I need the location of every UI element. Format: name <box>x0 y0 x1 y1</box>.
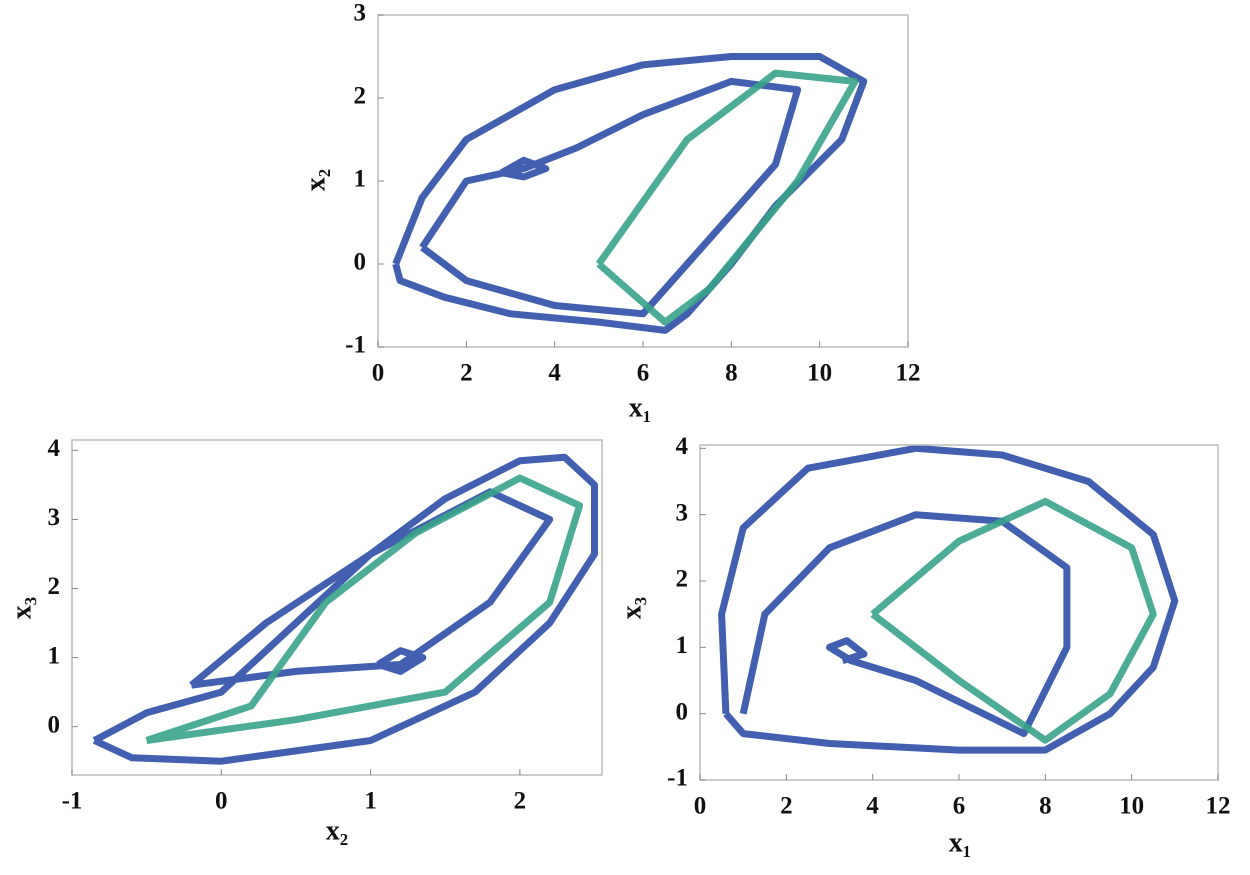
x-axis-label: x₁ <box>949 827 971 858</box>
trajectory <box>145 474 584 744</box>
x-tick-label: 1 <box>364 788 377 815</box>
y-tick-label: 0 <box>48 711 61 738</box>
y-axis-label: x₃ <box>6 597 37 619</box>
x-tick-label: 0 <box>215 788 228 815</box>
x-tick-label: 8 <box>1039 793 1052 820</box>
y-axis-label: x₃ <box>616 597 647 619</box>
y-tick-label: 4 <box>48 435 61 462</box>
y-tick-label: 2 <box>354 83 367 110</box>
y-tick-label: 1 <box>354 166 367 193</box>
trajectory <box>92 453 598 765</box>
trajectory <box>718 444 1179 754</box>
trajectory <box>392 53 868 334</box>
x-tick-label: 12 <box>1206 793 1231 820</box>
y-tick-label: 3 <box>48 504 61 531</box>
trajectory <box>595 69 859 326</box>
x-axis-label: x₂ <box>326 815 348 846</box>
y-tick-label: 2 <box>676 566 689 593</box>
x-tick-label: 2 <box>780 793 793 820</box>
x-tick-label: 6 <box>953 793 966 820</box>
x-tick-label: -1 <box>62 788 83 815</box>
x-tick-label: 0 <box>372 360 385 387</box>
x-axis-label: x₁ <box>629 392 651 423</box>
y-tick-label: 3 <box>676 499 689 526</box>
y-tick-label: 3 <box>354 0 367 27</box>
x-tick-label: 0 <box>694 793 707 820</box>
x-tick-label: 6 <box>637 360 650 387</box>
y-tick-label: -1 <box>345 332 366 359</box>
trajectory <box>870 497 1157 744</box>
y-tick-label: 0 <box>354 249 367 276</box>
y-tick-label: 1 <box>48 642 61 669</box>
y-tick-label: 0 <box>676 698 689 725</box>
plot-frame <box>71 439 603 776</box>
x-tick-label: 8 <box>725 360 738 387</box>
x-tick-label: 2 <box>460 360 473 387</box>
y-tick-label: -1 <box>667 765 688 792</box>
y-axis-label: x₂ <box>300 169 331 191</box>
x-tick-label: 2 <box>514 788 527 815</box>
x-tick-label: 4 <box>866 793 879 820</box>
x-tick-label: 10 <box>807 360 832 387</box>
y-tick-label: 1 <box>676 632 689 659</box>
y-tick-label: 4 <box>676 433 689 460</box>
y-tick-label: 2 <box>48 573 61 600</box>
x-tick-label: 4 <box>548 360 561 387</box>
x-tick-label: 12 <box>896 360 921 387</box>
x-tick-label: 10 <box>1119 793 1144 820</box>
